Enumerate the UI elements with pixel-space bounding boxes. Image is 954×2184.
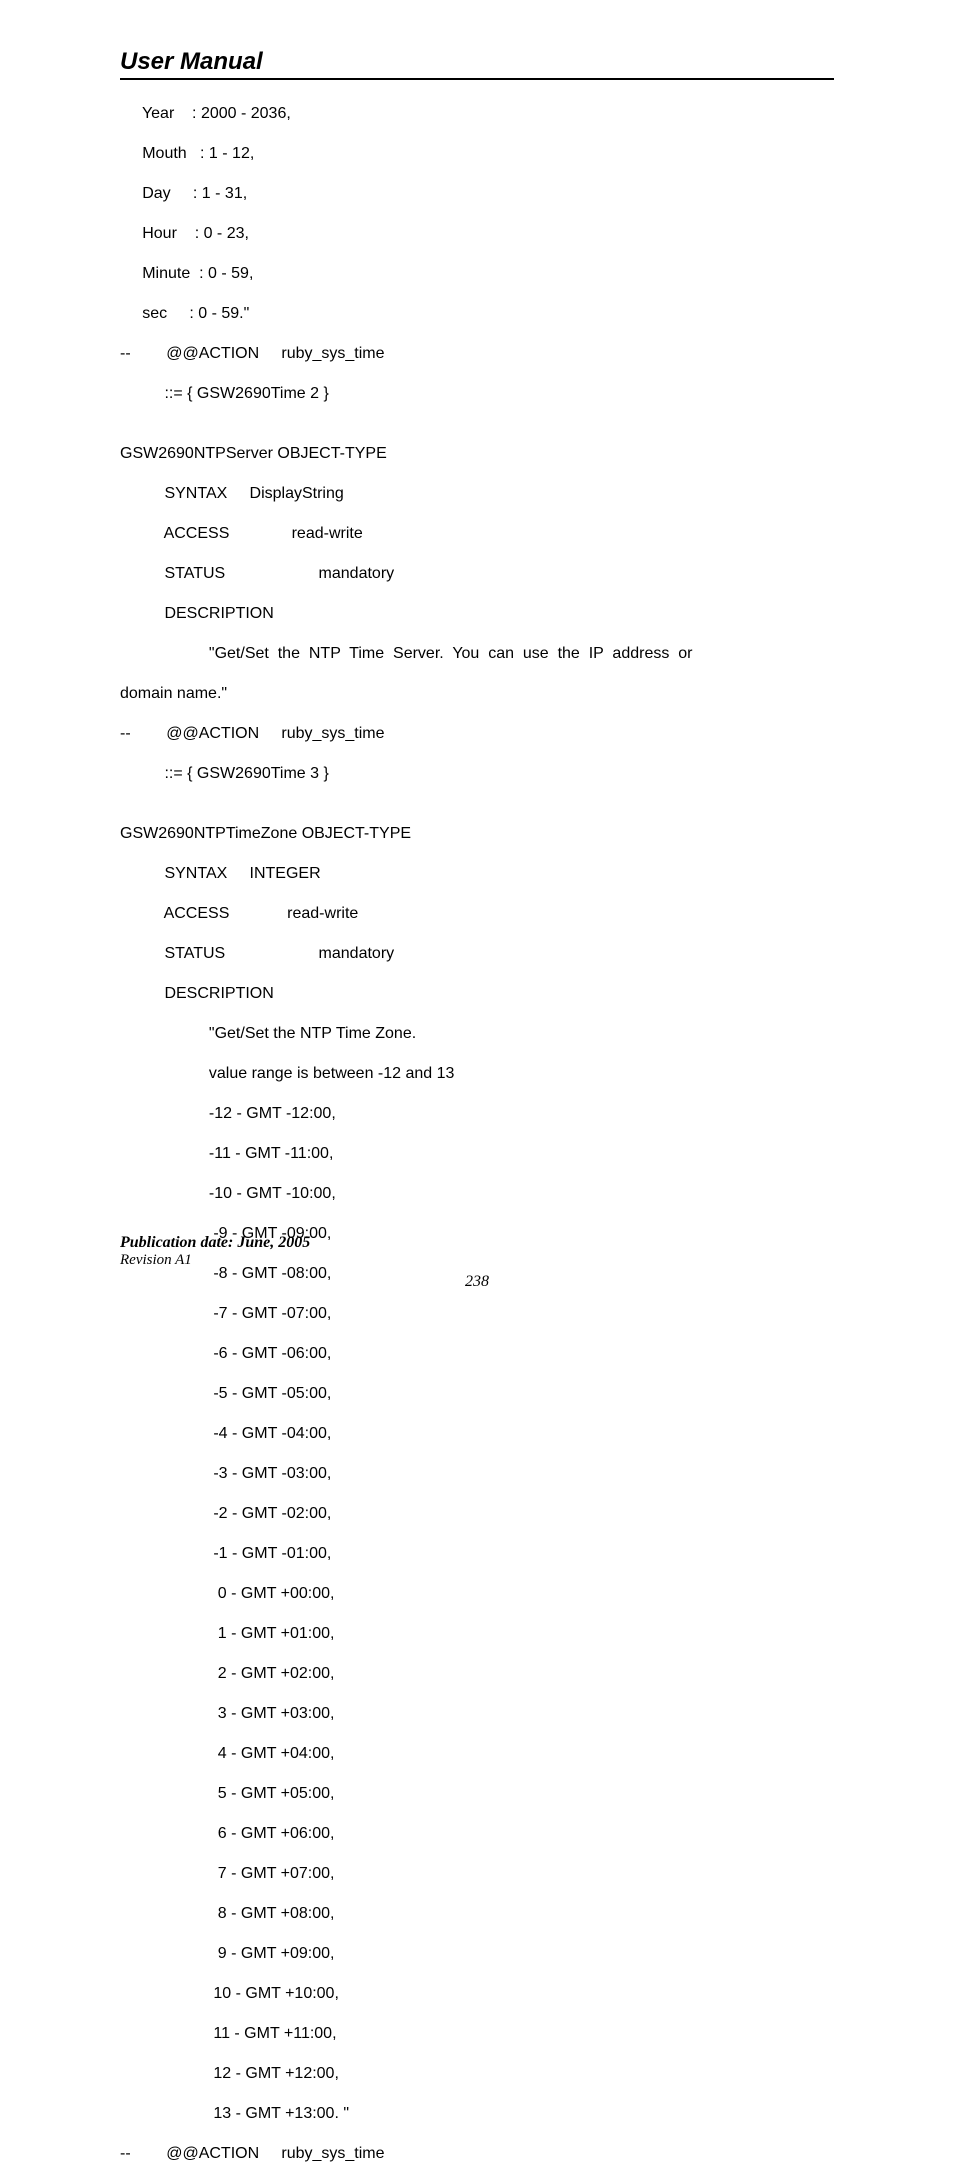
- text-line: "Get/Set the NTP Time Zone.: [120, 1024, 834, 1044]
- text-line: Year : 2000 - 2036,: [120, 104, 834, 124]
- text-line: ACCESS read-write: [120, 904, 834, 924]
- text-line: -- @@ACTION ruby_sys_time: [120, 344, 834, 364]
- revision-label: Revision A1: [120, 1252, 834, 1269]
- text-line: DESCRIPTION: [120, 984, 834, 1004]
- text-line: -7 - GMT -07:00,: [120, 1304, 834, 1324]
- text-line: ::= { GSW2690Time 2 }: [120, 384, 834, 404]
- text-line: GSW2690NTPTimeZone OBJECT-TYPE: [120, 824, 834, 844]
- text-line: 11 - GMT +11:00,: [120, 2024, 834, 2044]
- text-line: SYNTAX INTEGER: [120, 864, 834, 884]
- text-line: 1 - GMT +01:00,: [120, 1624, 834, 1644]
- text-line: 13 - GMT +13:00. ": [120, 2104, 834, 2124]
- text-line: 6 - GMT +06:00,: [120, 1824, 834, 1844]
- text-line: GSW2690NTPServer OBJECT-TYPE: [120, 444, 834, 464]
- text-line: sec : 0 - 59.": [120, 304, 834, 324]
- text-line: domain name.": [120, 684, 834, 704]
- text-line: 5 - GMT +05:00,: [120, 1784, 834, 1804]
- text-line: SYNTAX DisplayString: [120, 484, 834, 504]
- text-line: 7 - GMT +07:00,: [120, 1864, 834, 1884]
- text-line: Mouth : 1 - 12,: [120, 144, 834, 164]
- page-footer: Publication date: June, 2005 Revision A1…: [120, 1234, 834, 1291]
- text-line: -6 - GMT -06:00,: [120, 1344, 834, 1364]
- text-line: -12 - GMT -12:00,: [120, 1104, 834, 1124]
- text-line: DESCRIPTION: [120, 604, 834, 624]
- text-line: Hour : 0 - 23,: [120, 224, 834, 244]
- text-line: value range is between -12 and 13: [120, 1064, 834, 1084]
- text-line: Minute : 0 - 59,: [120, 264, 834, 284]
- text-line: -2 - GMT -02:00,: [120, 1504, 834, 1524]
- page-container: User Manual Year : 2000 - 2036, Mouth : …: [0, 0, 954, 1351]
- text-line: ACCESS read-write: [120, 524, 834, 544]
- text-line: 12 - GMT +12:00,: [120, 2064, 834, 2084]
- text-line: 9 - GMT +09:00,: [120, 1944, 834, 1964]
- text-line: 0 - GMT +00:00,: [120, 1584, 834, 1604]
- text-line: STATUS mandatory: [120, 944, 834, 964]
- text-line: Day : 1 - 31,: [120, 184, 834, 204]
- publication-date: Publication date: June, 2005: [120, 1234, 834, 1252]
- text-line: -11 - GMT -11:00,: [120, 1144, 834, 1164]
- text-line: 2 - GMT +02:00,: [120, 1664, 834, 1684]
- text-line: "Get/Set the NTP Time Server. You can us…: [120, 644, 834, 664]
- header-title: User Manual: [120, 48, 834, 80]
- document-body: Year : 2000 - 2036, Mouth : 1 - 12, Day …: [120, 84, 834, 2184]
- text-line: -- @@ACTION ruby_sys_time: [120, 2144, 834, 2164]
- text-line: 8 - GMT +08:00,: [120, 1904, 834, 1924]
- text-line: -1 - GMT -01:00,: [120, 1544, 834, 1564]
- text-line: STATUS mandatory: [120, 564, 834, 584]
- text-line: ::= { GSW2690Time 3 }: [120, 764, 834, 784]
- text-line: -- @@ACTION ruby_sys_time: [120, 724, 834, 744]
- text-line: -4 - GMT -04:00,: [120, 1424, 834, 1444]
- text-line: 3 - GMT +03:00,: [120, 1704, 834, 1724]
- text-line: 4 - GMT +04:00,: [120, 1744, 834, 1764]
- text-line: -3 - GMT -03:00,: [120, 1464, 834, 1484]
- text-line: -10 - GMT -10:00,: [120, 1184, 834, 1204]
- text-line: -5 - GMT -05:00,: [120, 1384, 834, 1404]
- text-line: 10 - GMT +10:00,: [120, 1984, 834, 2004]
- page-number: 238: [120, 1273, 834, 1291]
